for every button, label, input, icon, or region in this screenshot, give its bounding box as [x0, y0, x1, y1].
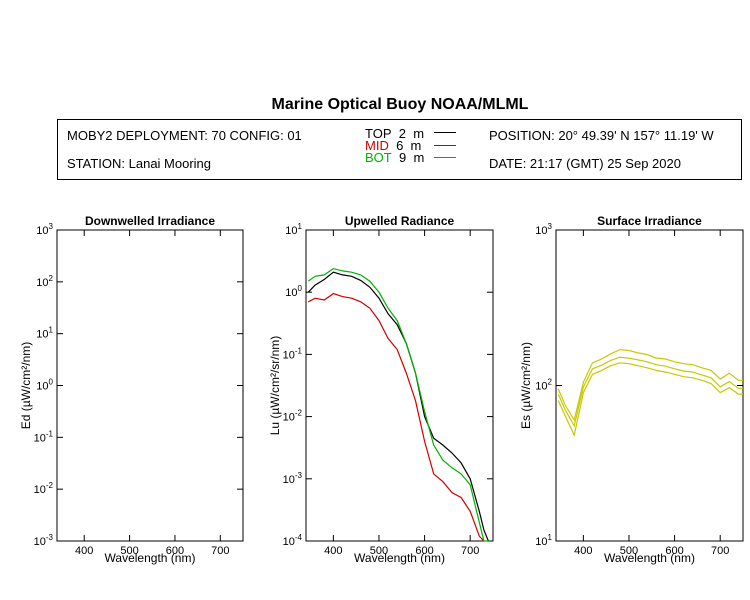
- legend-bot-line: [434, 157, 456, 158]
- chart3-ytick-label: 103: [535, 222, 552, 237]
- chart2-series-bot: [307, 267, 491, 542]
- legend-top: TOP 2 m: [365, 126, 424, 141]
- page-title: Marine Optical Buoy NOAA/MLML: [271, 96, 529, 113]
- chart2-ytick-label: 10-1: [283, 346, 303, 361]
- legend-mid-depth: 6: [396, 138, 404, 153]
- chart1-ytick-label: 10-1: [34, 429, 54, 444]
- deployment-info: MOBY2 DEPLOYMENT: 70 CONFIG: 01: [67, 128, 302, 143]
- chart2-xtick-label: 600: [415, 545, 433, 557]
- chart2-ylabel: Lu (µW/cm²/sr/nm): [268, 336, 282, 436]
- legend-bot-unit: m: [413, 150, 425, 165]
- chart3-series-es-2: [557, 356, 743, 428]
- chart2-ytick-label: 10-4: [283, 533, 303, 548]
- chart3-ylabel: Es (µW/cm²/nm): [519, 342, 533, 429]
- chart1-xtick-label: 600: [166, 545, 184, 557]
- legend-top-name: TOP: [365, 126, 392, 141]
- chart1-ytick-label: 100: [36, 378, 53, 393]
- legend-mid-unit: m: [410, 138, 422, 153]
- chart3-ytick-label: 101: [535, 533, 552, 548]
- chart2-xlabel: Wavelength (nm): [354, 551, 445, 565]
- chart1-title: Downwelled Irradiance: [85, 214, 215, 228]
- chart3-title: Surface Irradiance: [597, 214, 702, 228]
- chart3-series-es-3: [557, 362, 743, 437]
- chart3-xtick-label: 700: [711, 545, 729, 557]
- legend-top-unit: m: [413, 126, 425, 141]
- chart1-ytick-label: 102: [36, 274, 53, 289]
- chart1-ytick-label: 101: [36, 326, 53, 341]
- chart1-xtick-label: 700: [211, 545, 229, 557]
- chart3-xtick-label: 600: [665, 545, 683, 557]
- chart2-xtick-label: 400: [324, 545, 342, 557]
- chart2-title: Upwelled Radiance: [345, 214, 455, 228]
- chart2-series-mid: [308, 292, 485, 542]
- date-info: DATE: 21:17 (GMT) 25 Sep 2020: [489, 156, 681, 171]
- chart1-xtick-label: 400: [75, 545, 93, 557]
- chart1-ytick-label: 10-2: [34, 481, 54, 496]
- chart2-ytick-label: 10-2: [283, 409, 303, 424]
- chart1-xtick-label: 500: [120, 545, 138, 557]
- position-info: POSITION: 20° 49.39' N 157° 11.19' W: [489, 128, 714, 143]
- station-info: STATION: Lanai Mooring: [67, 156, 212, 171]
- legend-mid-name: MID: [365, 138, 389, 153]
- info-box: MOBY2 DEPLOYMENT: 70 CONFIG: 01 STATION:…: [57, 119, 742, 180]
- chart2-xtick-label: 500: [370, 545, 388, 557]
- chart2-ytick-label: 10-3: [283, 471, 303, 486]
- legend-bot: BOT 9 m: [365, 150, 424, 165]
- legend-bot-depth: 9: [398, 150, 407, 165]
- chart1-frame: [56, 229, 244, 542]
- legend-top-depth: 2: [398, 126, 406, 141]
- chart1-ytick-label: 10-3: [34, 533, 54, 548]
- legend-top-line: [434, 132, 456, 133]
- chart2-xtick-label: 700: [461, 545, 479, 557]
- chart3-xlabel: Wavelength (nm): [604, 551, 695, 565]
- chart2-ytick-label: 101: [285, 222, 302, 237]
- chart1-ylabel: Ed (µW/cm²/nm): [19, 342, 33, 430]
- chart1-xlabel: Wavelength (nm): [105, 551, 196, 565]
- legend-mid: MID 6 m: [365, 138, 421, 153]
- chart3-xtick-label: 500: [620, 545, 638, 557]
- chart3-xtick-label: 400: [574, 545, 592, 557]
- chart2-ytick-label: 100: [285, 284, 302, 299]
- chart3-series-es-1: [557, 349, 743, 422]
- legend-bot-name: BOT: [365, 150, 392, 165]
- legend-mid-line: [434, 145, 456, 146]
- chart1-ytick-label: 103: [36, 222, 53, 237]
- chart2-frame: [305, 229, 494, 542]
- chart3-ytick-label: 102: [535, 378, 552, 393]
